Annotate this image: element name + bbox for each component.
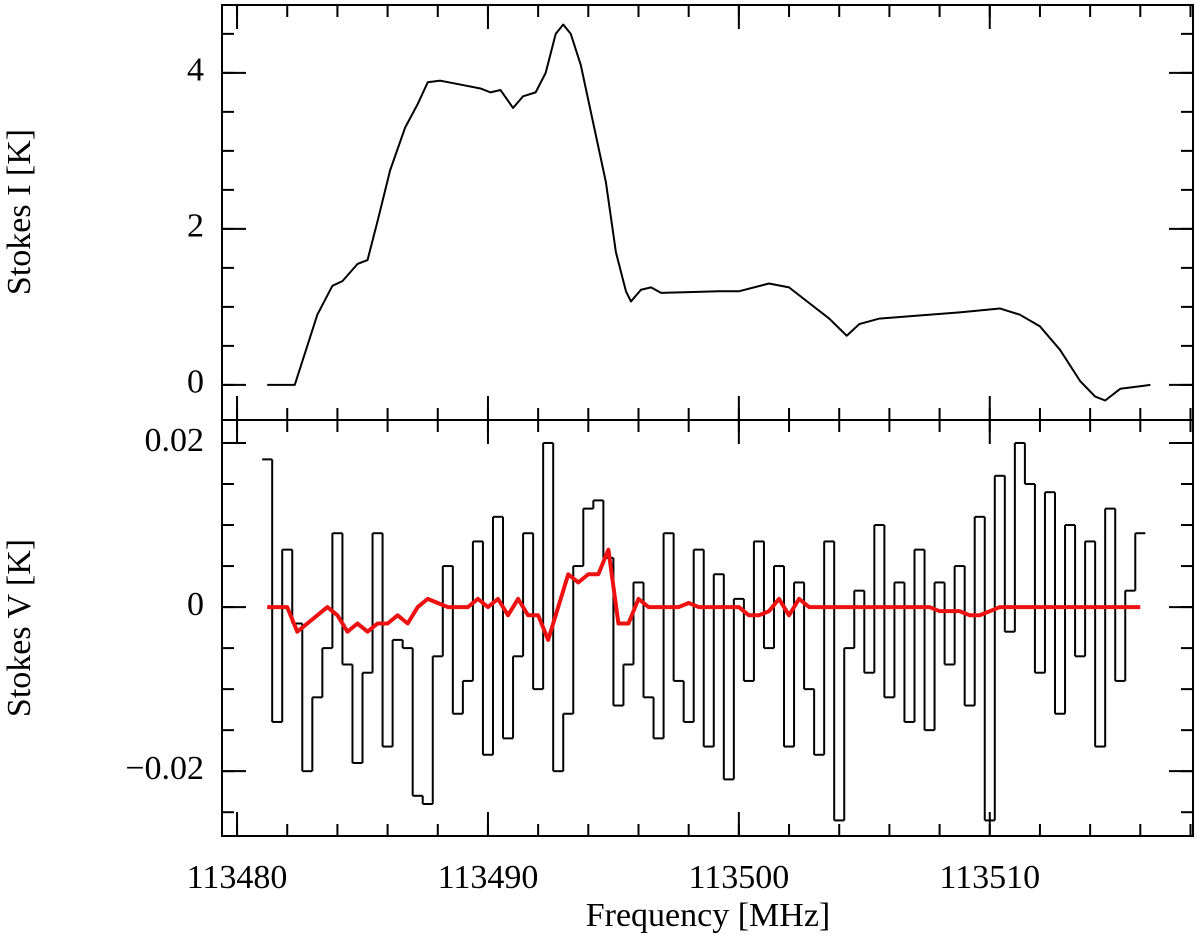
- line: [267, 547, 1141, 642]
- y-tick-label: 2: [187, 208, 204, 245]
- y-axis-label: Stokes I [K]: [1, 129, 38, 295]
- x-axis-label: Frequency [MHz]: [586, 897, 831, 934]
- y-tick-label: 0.02: [145, 422, 205, 459]
- x-tick-label: 113490: [438, 859, 539, 896]
- x-tick-label: 113500: [688, 859, 789, 896]
- y-tick-label: −0.02: [125, 750, 204, 787]
- line: [267, 23, 1151, 402]
- top-frame: [221, 4, 1194, 421]
- x-tick-label: 113510: [939, 859, 1040, 896]
- y-tick-label: 0: [187, 364, 204, 401]
- x-tick-label: 113480: [187, 859, 288, 896]
- y-tick-label: 4: [187, 52, 204, 89]
- y-axis-label: Stokes V [K]: [1, 539, 38, 717]
- bottom-frame: [221, 419, 1194, 837]
- y-tick-label: 0: [187, 586, 204, 623]
